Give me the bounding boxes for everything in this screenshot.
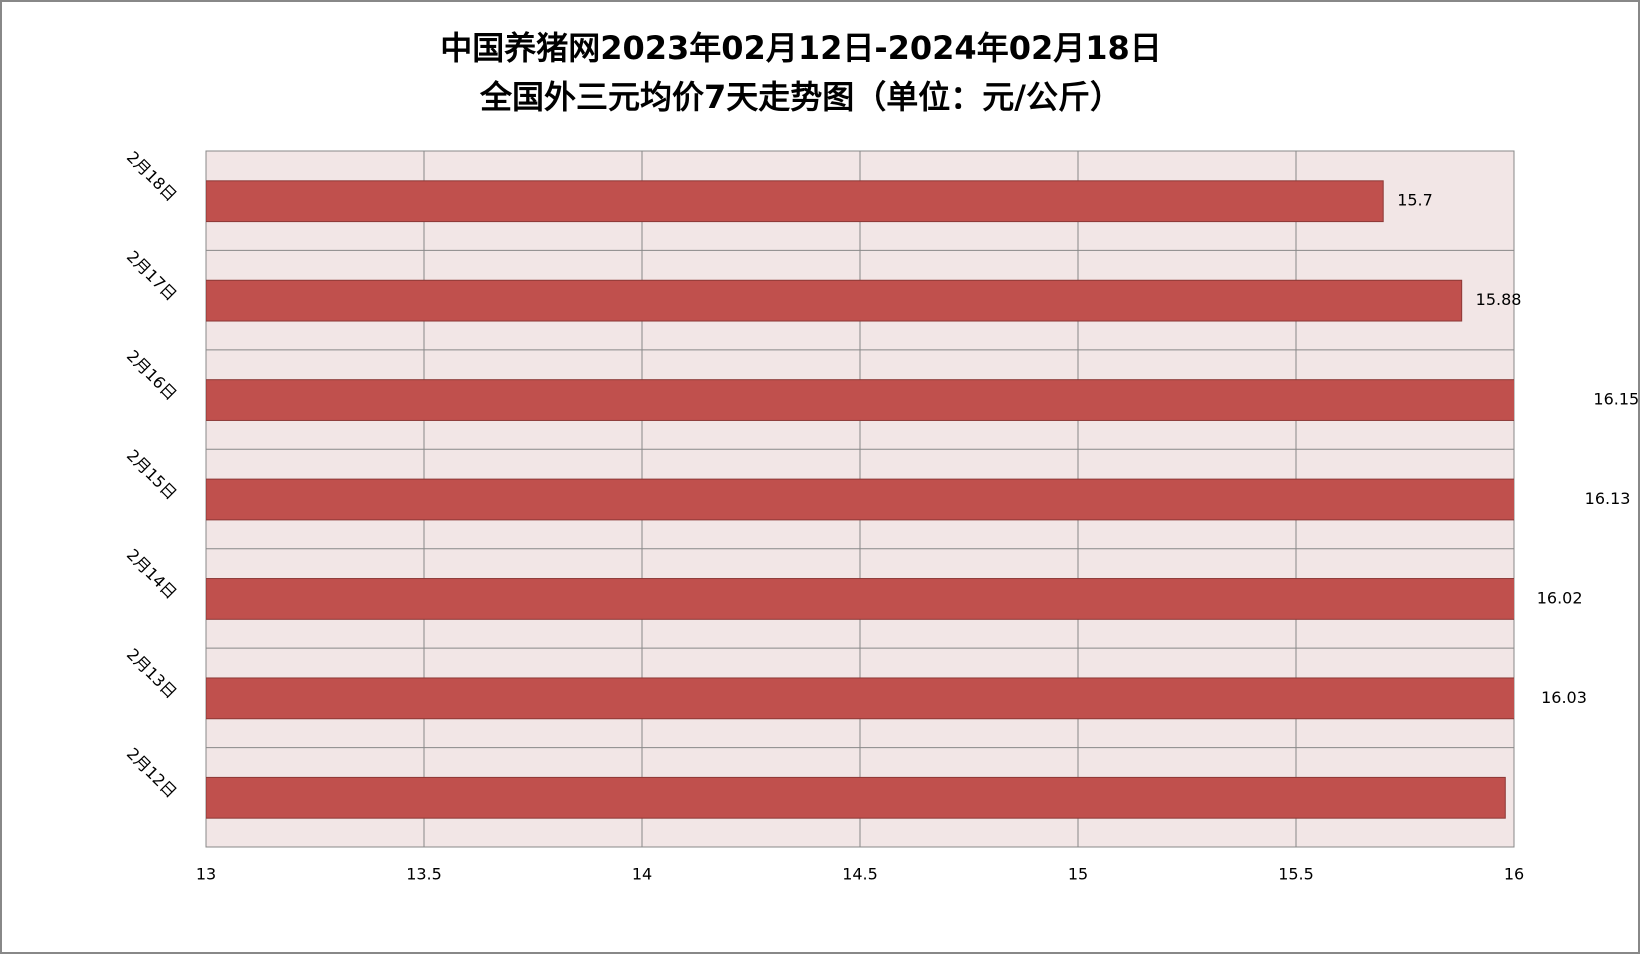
bar	[206, 180, 1384, 223]
bar	[206, 279, 1463, 322]
bar	[206, 776, 1506, 819]
data-label: 16.03	[1541, 688, 1587, 707]
bar	[206, 677, 1514, 720]
x-tick-label: 13.5	[406, 865, 442, 884]
data-label: 16.13	[1585, 489, 1631, 508]
chart-title: 中国养猪网2023年02月12日-2024年02月18日	[440, 29, 1162, 67]
x-tick-label: 14	[632, 865, 652, 884]
data-label: 16.02	[1537, 588, 1583, 607]
bar	[206, 379, 1514, 421]
data-label: 15.88	[1476, 290, 1522, 309]
x-tick-label: 15.5	[1278, 865, 1314, 884]
x-tick-label: 15	[1068, 865, 1088, 884]
bar	[206, 578, 1514, 620]
bars	[206, 180, 1514, 819]
bar	[206, 478, 1514, 521]
x-tick-label: 14.5	[842, 865, 878, 884]
x-tick-label: 16	[1504, 865, 1524, 884]
chart-title: 全国外三元均价7天走势图（单位：元/公斤）	[479, 78, 1122, 116]
data-label: 15.7	[1397, 191, 1433, 210]
data-label: 16.15	[1593, 390, 1639, 409]
x-tick-label: 13	[196, 865, 216, 884]
